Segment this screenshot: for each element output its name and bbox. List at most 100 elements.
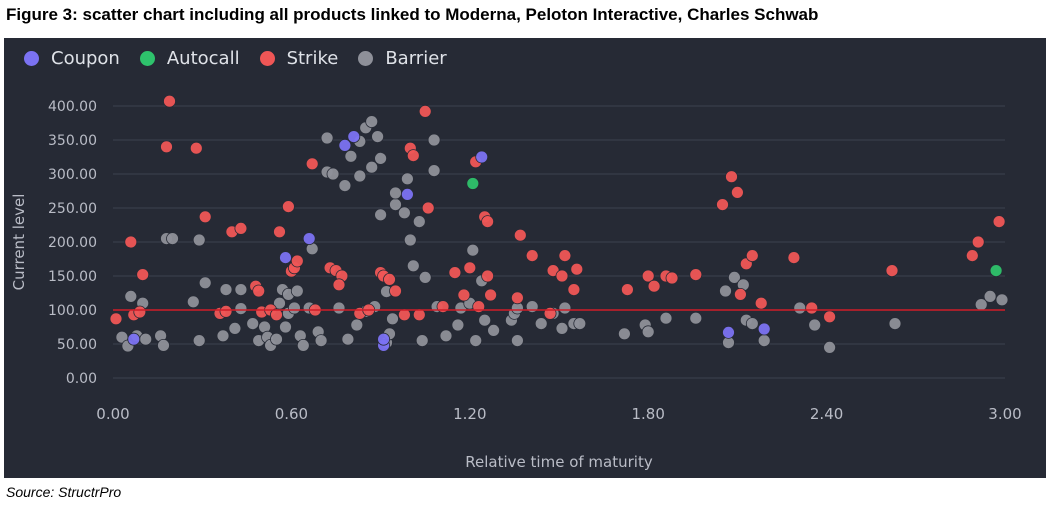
point-barrier [374, 152, 388, 165]
point-barrier [427, 164, 441, 178]
point-strike [383, 272, 396, 286]
point-coupon [279, 251, 292, 265]
point-coupon [302, 232, 316, 246]
point-strike [734, 287, 747, 301]
point-barrier [353, 169, 367, 183]
point-barrier [793, 301, 807, 315]
point-barrier [326, 167, 340, 181]
point-coupon [338, 139, 352, 152]
point-barrier [573, 317, 587, 331]
point-barrier [192, 334, 206, 348]
point-barrier [888, 317, 902, 331]
point-barrier [341, 332, 355, 346]
point-strike [513, 228, 527, 242]
x-tick-label: 2.40 [810, 405, 843, 423]
point-strike [418, 105, 432, 118]
point-strike [689, 268, 703, 282]
point-strike [641, 269, 655, 283]
point-strike [189, 141, 203, 155]
point-strike [463, 261, 477, 275]
legend-marker-barrier [358, 50, 374, 66]
x-tick-label: 1.80 [631, 405, 664, 423]
legend-item-coupon[interactable]: Coupon [24, 48, 120, 69]
point-barrier [314, 334, 328, 348]
point-barrier [219, 283, 233, 297]
point-strike [389, 284, 402, 298]
point-barrier [296, 338, 310, 352]
point-strike [281, 200, 295, 214]
point-barrier [719, 284, 732, 298]
point-barrier [439, 329, 453, 343]
y-tick-label: 250.00 [48, 201, 97, 217]
x-tick-label: 0.00 [96, 405, 129, 423]
point-strike [234, 221, 248, 235]
point-barrier [659, 311, 673, 325]
point-barrier [216, 329, 230, 343]
point-strike [273, 225, 286, 239]
point-strike [665, 271, 679, 285]
point-strike [290, 254, 304, 268]
point-barrier [320, 131, 334, 145]
point-barrier [418, 270, 432, 284]
point-barrier [198, 276, 212, 290]
point-strike [109, 312, 123, 326]
point-barrier [365, 160, 379, 174]
y-axis-label: Current level [10, 194, 28, 291]
point-strike [567, 283, 581, 297]
point-coupon [757, 322, 771, 336]
point-barrier [386, 312, 399, 326]
legend-marker-autocall [139, 50, 155, 66]
point-strike [745, 249, 759, 263]
legend-marker-coupon [24, 50, 39, 66]
point-barrier [415, 334, 429, 348]
chart-panel: Coupon Autocall Strike Barrier 0.00 50.00 100… [4, 38, 1046, 478]
point-strike [421, 201, 435, 215]
point-barrier [478, 313, 492, 327]
point-barrier [365, 115, 379, 128]
scatter-chart: 0.00 50.00 100.00 150.00 200.00 250.00 300.00 3… [10, 94, 1022, 471]
point-barrier [389, 186, 402, 200]
point-barrier [689, 311, 703, 325]
point-strike [558, 249, 572, 263]
point-strike [481, 215, 495, 229]
point-barrier [246, 317, 260, 331]
chart-legend: Coupon Autocall Strike Barrier [4, 38, 467, 78]
point-strike [124, 235, 138, 249]
point-strike [823, 310, 836, 324]
point-barrier [139, 332, 153, 346]
point-strike [647, 279, 661, 293]
point-barrier [823, 340, 836, 354]
point-strike [754, 296, 768, 310]
point-strike [448, 266, 462, 280]
source-note: Source: StructrPro [6, 484, 122, 500]
point-barrier [400, 172, 414, 186]
point-strike [555, 269, 569, 283]
legend-item-autocall[interactable]: Autocall [139, 47, 240, 69]
y-tick-label: 350.00 [48, 133, 97, 149]
point-strike [412, 308, 426, 322]
point-barrier [412, 215, 426, 229]
point-barrier [466, 243, 480, 257]
point-barrier [983, 289, 997, 303]
point-barrier [808, 318, 822, 332]
y-tick-label: 200.00 [48, 235, 97, 251]
x-tick-label: 3.00 [988, 405, 1021, 423]
point-autocall [466, 177, 480, 190]
legend-item-barrier[interactable]: Barrier [358, 48, 447, 69]
point-barrier [124, 289, 138, 303]
point-strike [511, 291, 524, 305]
legend-item-strike[interactable]: Strike [259, 48, 338, 69]
point-strike [481, 269, 495, 283]
point-barrier [406, 259, 420, 273]
point-barrier [270, 332, 283, 346]
point-strike [163, 94, 176, 108]
point-autocall [989, 264, 1003, 278]
legend-label: Autocall [166, 47, 240, 69]
point-barrier [234, 283, 248, 297]
point-barrier [757, 334, 771, 348]
y-tick-label: 150.00 [48, 269, 97, 285]
point-strike [457, 288, 471, 302]
point-strike [136, 268, 150, 282]
point-barrier [166, 232, 179, 246]
point-strike [219, 304, 233, 318]
